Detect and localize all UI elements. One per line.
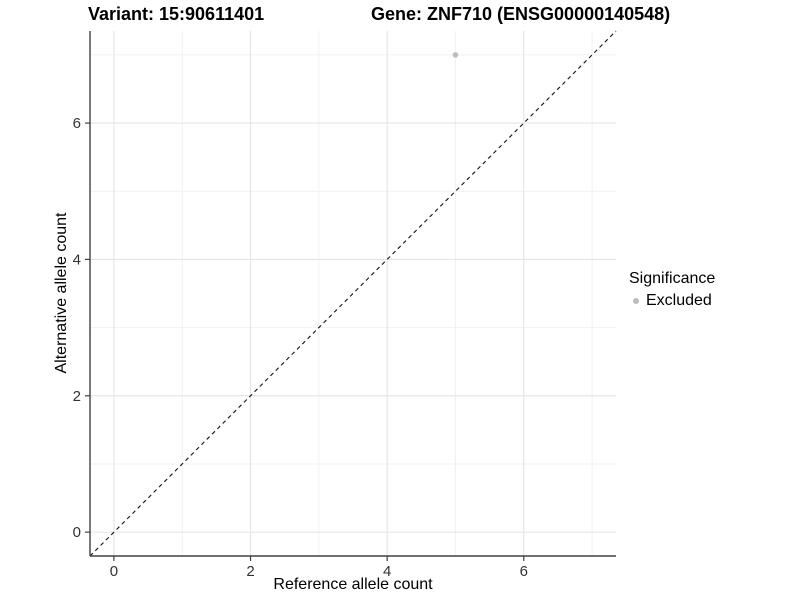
x-tick-label: 0 (110, 563, 118, 580)
y-tick-label: 4 (73, 251, 81, 268)
data-point (452, 52, 459, 58)
legend: Significance Excluded (629, 269, 715, 310)
y-tick-label: 0 (73, 524, 81, 541)
y-tick-label: 6 (73, 115, 81, 132)
legend-item-excluded: Excluded (629, 291, 715, 310)
y-tick-label: 2 (73, 388, 81, 405)
x-tick-label: 6 (520, 563, 528, 580)
legend-item-label: Excluded (646, 292, 712, 309)
legend-point-icon (633, 297, 639, 304)
legend-title: Significance (629, 270, 716, 287)
y-axis-title: Alternative allele count (53, 212, 70, 374)
plot-title-gene: Gene: ZNF710 (ENSG00000140548) (371, 4, 671, 24)
x-tick-label: 2 (246, 563, 254, 580)
x-axis-title: Reference allele count (273, 576, 433, 593)
plot-title-variant: Variant: 15:90611401 (88, 4, 265, 24)
identity-line (89, 30, 617, 557)
x-tick-label: 4 (383, 563, 391, 580)
